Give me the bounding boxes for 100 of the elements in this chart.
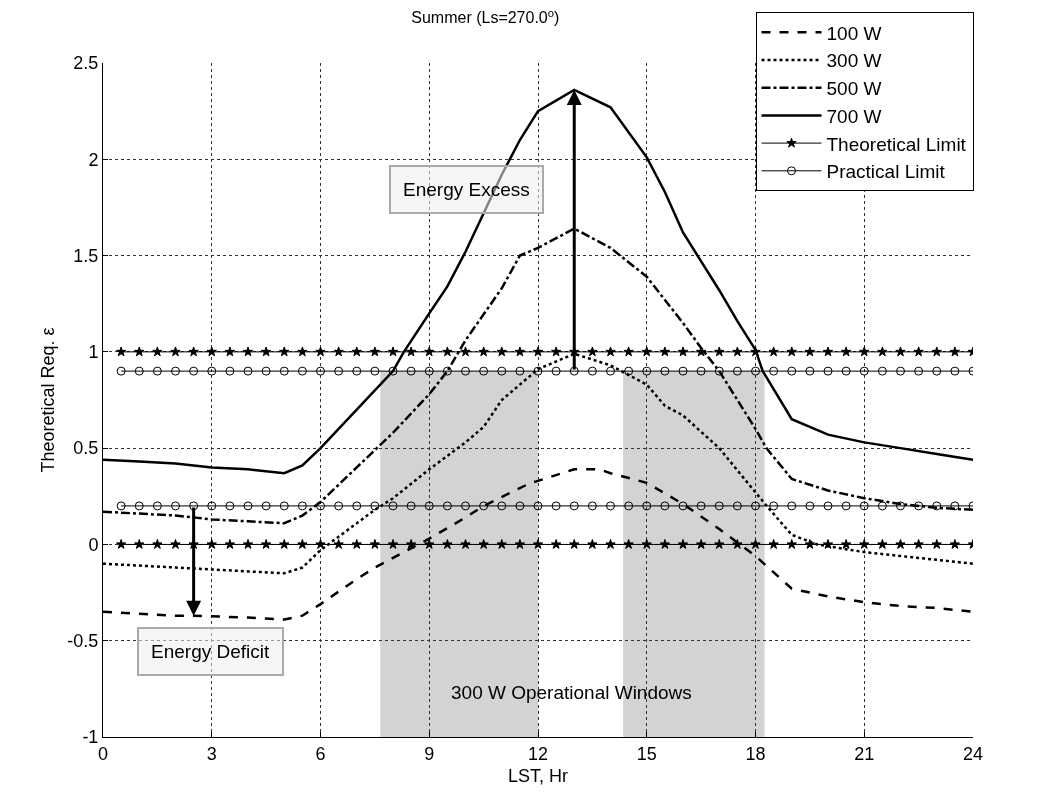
point (641, 539, 652, 549)
point (859, 539, 870, 549)
point (896, 501, 905, 511)
point (840, 346, 852, 357)
legend-label: Practical Limit (826, 161, 946, 183)
point (913, 346, 924, 357)
chart-title: Summer (Ls=270.0$^{o}$) (411, 6, 560, 27)
point (786, 539, 797, 549)
point (822, 346, 834, 357)
point (351, 539, 362, 549)
y-tick-label: 1 (88, 342, 99, 363)
point (751, 366, 760, 376)
point (334, 366, 344, 376)
point (641, 346, 652, 357)
legend-label: 100 W (826, 22, 882, 44)
point (315, 539, 326, 549)
point (714, 501, 724, 511)
point (587, 366, 597, 376)
point (551, 501, 561, 511)
point (660, 366, 670, 376)
point (479, 501, 489, 511)
point (950, 366, 960, 376)
point (877, 366, 887, 376)
point (152, 366, 162, 376)
point (170, 539, 181, 549)
point (714, 539, 725, 549)
point (352, 366, 362, 376)
point (642, 366, 652, 376)
point (496, 539, 507, 549)
point (515, 501, 525, 511)
point (224, 346, 236, 357)
point (297, 346, 308, 357)
point (261, 501, 271, 511)
point (768, 539, 779, 549)
point (225, 501, 235, 511)
point (804, 346, 816, 357)
legend-label: Theoretical Limit (826, 133, 967, 155)
point (768, 346, 779, 357)
x-tick-label: 18 (745, 743, 766, 764)
point (642, 501, 652, 511)
point (405, 346, 417, 357)
point (478, 539, 489, 549)
point (496, 346, 507, 357)
point (388, 501, 398, 511)
point (279, 501, 289, 511)
point (315, 346, 326, 357)
point (134, 346, 145, 357)
y-tick-label: 2.5 (73, 53, 99, 74)
point (623, 539, 634, 549)
point (931, 539, 942, 549)
point (750, 539, 761, 549)
point (514, 539, 526, 549)
x-tick-label: 12 (527, 743, 549, 764)
point (479, 366, 489, 376)
point (243, 366, 253, 376)
point (805, 501, 815, 511)
point (206, 346, 217, 357)
point (914, 366, 924, 376)
point (605, 539, 616, 549)
x-tick-label: 15 (636, 743, 657, 764)
point (932, 501, 942, 511)
point (786, 346, 797, 357)
point (260, 346, 272, 357)
point (732, 501, 742, 511)
legend-label: 500 W (826, 78, 882, 100)
point (497, 501, 507, 511)
point (569, 539, 580, 549)
annotation: Energy Excess (403, 179, 530, 200)
point (606, 501, 615, 511)
point (859, 346, 870, 357)
point (478, 346, 489, 357)
point (677, 346, 689, 357)
point (242, 539, 254, 549)
point (388, 366, 398, 376)
point (225, 366, 235, 376)
point (206, 539, 217, 549)
point (279, 366, 289, 376)
point (406, 501, 416, 511)
point (152, 501, 162, 511)
point (895, 346, 906, 357)
point (587, 346, 598, 357)
point (931, 346, 942, 357)
point (678, 501, 688, 511)
point (134, 366, 144, 376)
point (152, 346, 163, 357)
point (387, 346, 399, 357)
point (461, 366, 470, 376)
point (877, 346, 888, 357)
point (334, 501, 344, 511)
point (859, 501, 869, 511)
point (769, 366, 779, 376)
point (587, 539, 598, 549)
point (714, 366, 724, 376)
point (533, 366, 543, 376)
point (297, 366, 307, 376)
point (424, 539, 435, 549)
point (949, 539, 961, 549)
point (333, 539, 344, 549)
point (624, 366, 634, 376)
point (913, 539, 924, 549)
